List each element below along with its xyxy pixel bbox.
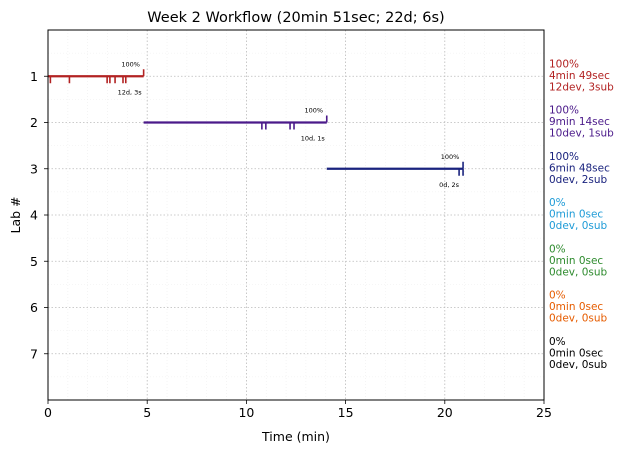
lab-4-summary-line: 0min 0sec [549, 209, 603, 221]
lab-2-summary-line: 10dev, 1sub [549, 128, 614, 140]
axis-ticks: 0 5 10 15 20 25 1 2 3 4 5 6 7 [30, 69, 552, 420]
lab-bars: 100% 12d, 3s 100% 10d, 1s 100% 0d, 2s [48, 60, 464, 189]
x-tick-label: 25 [536, 405, 552, 420]
x-axis-label: Time (min) [261, 429, 330, 444]
chart-title: Week 2 Workflow (20min 51sec; 22d; 6s) [147, 10, 444, 26]
lab-5-summary-line: 0% [549, 243, 566, 255]
lab-1-counts-label: 12d, 3s [118, 88, 143, 96]
x-tick-label: 15 [338, 405, 354, 420]
grid-lines [47, 30, 545, 400]
x-tick-label: 0 [44, 405, 52, 420]
y-tick-label: 7 [30, 346, 38, 361]
x-tick-label: 5 [143, 405, 151, 420]
lab-5-summary-line: 0min 0sec [549, 255, 603, 267]
lab-1-summary-line: 12dev, 3sub [549, 81, 614, 93]
y-tick-label: 2 [30, 115, 38, 130]
lab-6-summary-line: 0min 0sec [549, 301, 603, 313]
y-tick-label: 3 [30, 161, 38, 176]
y-tick-label: 5 [30, 254, 38, 269]
lab-4-summary-line: 0% [549, 197, 566, 209]
x-tick-label: 20 [437, 405, 453, 420]
y-tick-label: 4 [30, 208, 38, 223]
lab-2-counts-label: 10d, 1s [301, 135, 326, 143]
lab-3-percent-label: 100% [441, 153, 460, 161]
lab-4-summary-line: 0dev, 0sub [549, 220, 608, 232]
lab-7-summary-line: 0min 0sec [549, 347, 603, 359]
lab-3-counts-label: 0d, 2s [439, 181, 460, 189]
lab-6-summary-line: 0% [549, 290, 566, 302]
lab-6-summary-line: 0dev, 0sub [549, 313, 608, 325]
lab-1-summary-line: 4min 49sec [549, 70, 610, 82]
lab-2-summary-line: 100% [549, 105, 579, 117]
lab-3-summary-line: 0dev, 2sub [549, 174, 608, 186]
lab-1-summary-line: 100% [549, 58, 579, 70]
y-axis-label: Lab # [8, 196, 23, 233]
lab-3-summary-line: 6min 48sec [549, 162, 610, 174]
lab-2-summary-line: 9min 14sec [549, 116, 610, 128]
x-tick-label: 10 [238, 405, 254, 420]
lab-5-summary-line: 0dev, 0sub [549, 266, 608, 278]
lab-7-summary-line: 0dev, 0sub [549, 359, 608, 371]
y-tick-label: 6 [30, 300, 38, 315]
lab-1-percent-label: 100% [121, 60, 140, 68]
y-tick-label: 1 [30, 69, 38, 84]
lab-3-summary-line: 100% [549, 151, 579, 163]
lab-2-percent-label: 100% [304, 107, 323, 115]
lab-7-summary-line: 0% [549, 336, 566, 348]
